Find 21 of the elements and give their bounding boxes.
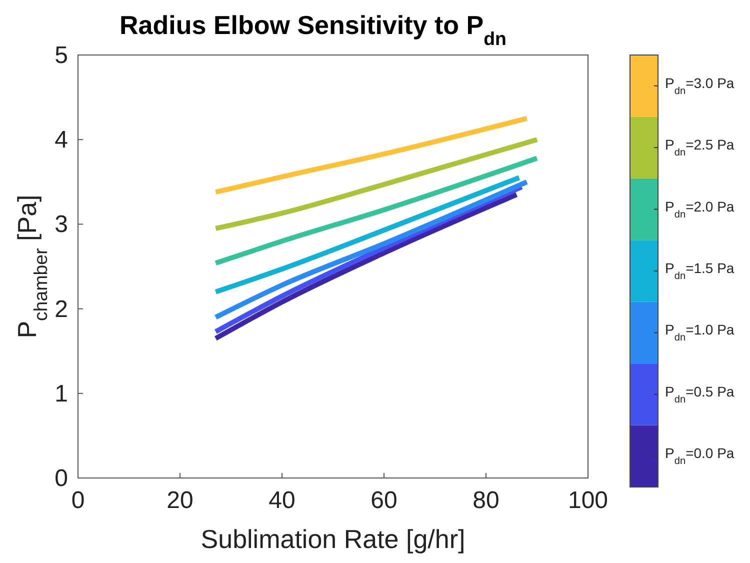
x-tick-label: 80 xyxy=(472,487,500,514)
text: P$_{dn}$=1.0 Pa xyxy=(665,322,734,344)
x-tick-label: 60 xyxy=(370,487,398,514)
text: P$_{dn}$=1.5 Pa xyxy=(665,260,734,282)
text: P$_{dn}$=3.0 Pa xyxy=(665,74,734,96)
y-tick-label: 3 xyxy=(54,211,68,238)
x-tick-label: 0 xyxy=(71,487,85,514)
x-tick-label: 40 xyxy=(268,487,296,514)
y-tick-label: 4 xyxy=(54,126,68,154)
y-tick-label: 1 xyxy=(54,380,68,408)
y-tick-label: 5 xyxy=(54,42,68,69)
y-tick-label: 0 xyxy=(54,465,68,492)
chart-title: Radius Elbow Sensitivity to P$_{dn}$ xyxy=(120,10,506,48)
x-axis-title: Sublimation Rate [g/hr] xyxy=(200,524,466,554)
text: P$_{dn}$=0.5 Pa xyxy=(665,383,734,405)
text: P$_{dn}$=2.0 Pa xyxy=(665,198,734,220)
x-tick-label: 100 xyxy=(568,487,608,514)
y-tick-label: 2 xyxy=(54,296,68,323)
text: P$_{dn}$=0.0 Pa xyxy=(665,445,734,467)
text: P$_{dn}$=2.5 Pa xyxy=(665,136,734,158)
x-tick-label: 20 xyxy=(166,487,194,514)
